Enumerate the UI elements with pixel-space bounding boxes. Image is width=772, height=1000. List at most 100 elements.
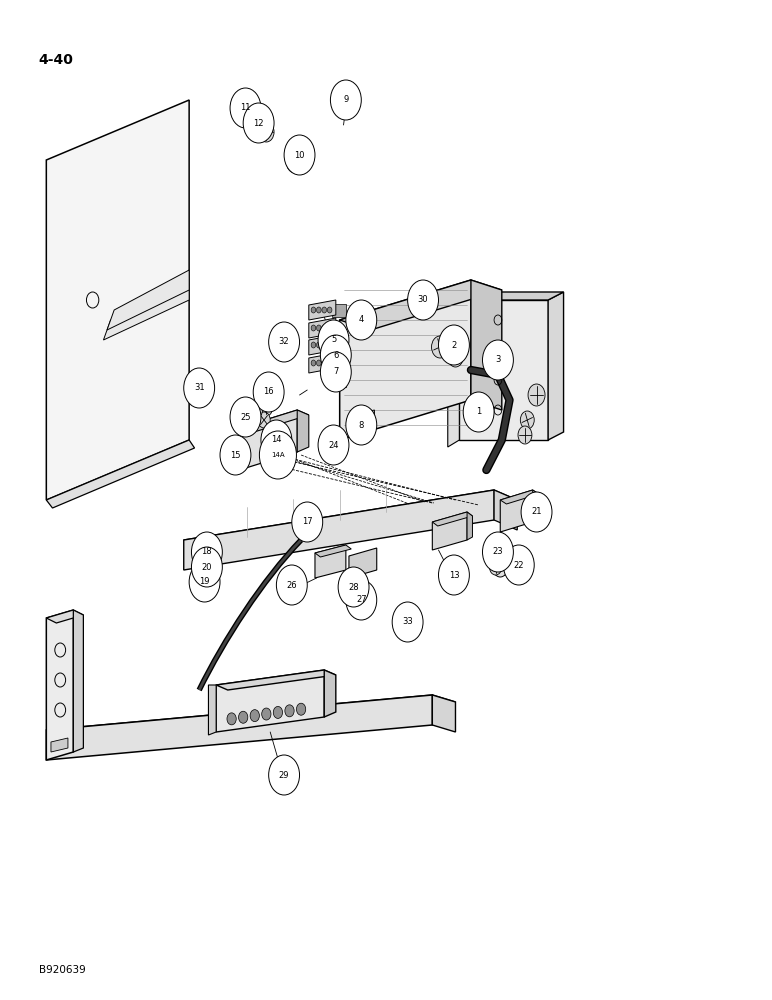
Circle shape — [311, 360, 316, 366]
Circle shape — [227, 713, 236, 725]
FancyBboxPatch shape — [332, 329, 346, 342]
Circle shape — [346, 405, 377, 445]
Polygon shape — [216, 670, 336, 690]
Text: 21: 21 — [531, 508, 542, 516]
Circle shape — [273, 706, 283, 718]
Text: 4-40: 4-40 — [39, 53, 73, 67]
Circle shape — [327, 307, 332, 313]
Text: 24: 24 — [328, 440, 339, 450]
Text: 32: 32 — [279, 338, 290, 347]
Text: 12: 12 — [253, 118, 264, 127]
Circle shape — [320, 335, 351, 375]
Circle shape — [250, 402, 262, 418]
Polygon shape — [467, 512, 472, 540]
Polygon shape — [107, 270, 189, 330]
Polygon shape — [184, 490, 494, 570]
Circle shape — [230, 88, 261, 128]
Circle shape — [361, 418, 366, 424]
Polygon shape — [432, 695, 455, 732]
Polygon shape — [208, 685, 216, 735]
Circle shape — [327, 325, 332, 331]
Text: 30: 30 — [418, 296, 428, 304]
Circle shape — [296, 703, 306, 715]
Polygon shape — [340, 280, 502, 330]
Circle shape — [184, 368, 215, 408]
Circle shape — [317, 307, 321, 313]
Circle shape — [250, 710, 259, 722]
Circle shape — [286, 151, 303, 173]
Text: 16: 16 — [263, 387, 274, 396]
FancyBboxPatch shape — [332, 374, 346, 387]
Circle shape — [322, 307, 327, 313]
Polygon shape — [432, 512, 472, 526]
Text: 15: 15 — [230, 450, 241, 460]
Circle shape — [269, 322, 300, 362]
Polygon shape — [471, 280, 502, 410]
Circle shape — [243, 103, 274, 143]
Circle shape — [518, 426, 532, 444]
Circle shape — [327, 342, 332, 348]
Circle shape — [311, 307, 316, 313]
Circle shape — [283, 336, 296, 354]
Circle shape — [438, 555, 469, 595]
Circle shape — [239, 711, 248, 723]
Circle shape — [318, 425, 349, 465]
Text: 26: 26 — [286, 580, 297, 589]
Circle shape — [285, 705, 294, 717]
Circle shape — [392, 602, 423, 642]
Polygon shape — [239, 410, 309, 433]
Circle shape — [317, 360, 321, 366]
Circle shape — [463, 392, 494, 432]
Text: 11: 11 — [240, 104, 251, 112]
Text: 28: 28 — [348, 582, 359, 591]
Circle shape — [276, 565, 307, 605]
Polygon shape — [340, 280, 471, 440]
Circle shape — [503, 545, 534, 585]
Circle shape — [482, 340, 513, 380]
Circle shape — [191, 547, 222, 587]
Circle shape — [260, 400, 273, 416]
Text: 14: 14 — [271, 436, 282, 444]
Polygon shape — [500, 490, 539, 504]
Text: 2: 2 — [452, 340, 456, 350]
Circle shape — [322, 342, 327, 348]
Polygon shape — [46, 695, 455, 738]
Circle shape — [259, 122, 274, 142]
Polygon shape — [46, 695, 432, 760]
Circle shape — [189, 562, 220, 602]
Circle shape — [247, 108, 266, 132]
Circle shape — [261, 420, 292, 460]
Polygon shape — [184, 490, 517, 550]
FancyBboxPatch shape — [332, 304, 346, 317]
Polygon shape — [533, 490, 539, 522]
Text: 13: 13 — [449, 570, 459, 580]
Circle shape — [284, 135, 315, 175]
Polygon shape — [46, 100, 189, 500]
Text: 6: 6 — [334, 351, 338, 360]
Polygon shape — [309, 318, 336, 338]
Text: 4: 4 — [359, 316, 364, 324]
Circle shape — [330, 80, 361, 120]
Circle shape — [486, 546, 499, 564]
Circle shape — [327, 360, 332, 366]
Polygon shape — [315, 545, 351, 557]
Text: 29: 29 — [279, 770, 290, 780]
Text: 22: 22 — [513, 560, 524, 570]
Circle shape — [259, 431, 296, 479]
Circle shape — [262, 387, 275, 403]
Text: 7: 7 — [334, 367, 338, 376]
Polygon shape — [432, 512, 467, 550]
Polygon shape — [500, 490, 533, 532]
Polygon shape — [297, 410, 309, 452]
Text: 23: 23 — [493, 548, 503, 556]
Polygon shape — [354, 410, 374, 432]
Polygon shape — [216, 670, 324, 732]
Circle shape — [292, 502, 323, 542]
Circle shape — [317, 325, 321, 331]
Circle shape — [320, 352, 351, 392]
Circle shape — [191, 532, 222, 572]
Circle shape — [269, 755, 300, 795]
Polygon shape — [548, 292, 564, 440]
Polygon shape — [73, 610, 83, 752]
Circle shape — [317, 342, 321, 348]
